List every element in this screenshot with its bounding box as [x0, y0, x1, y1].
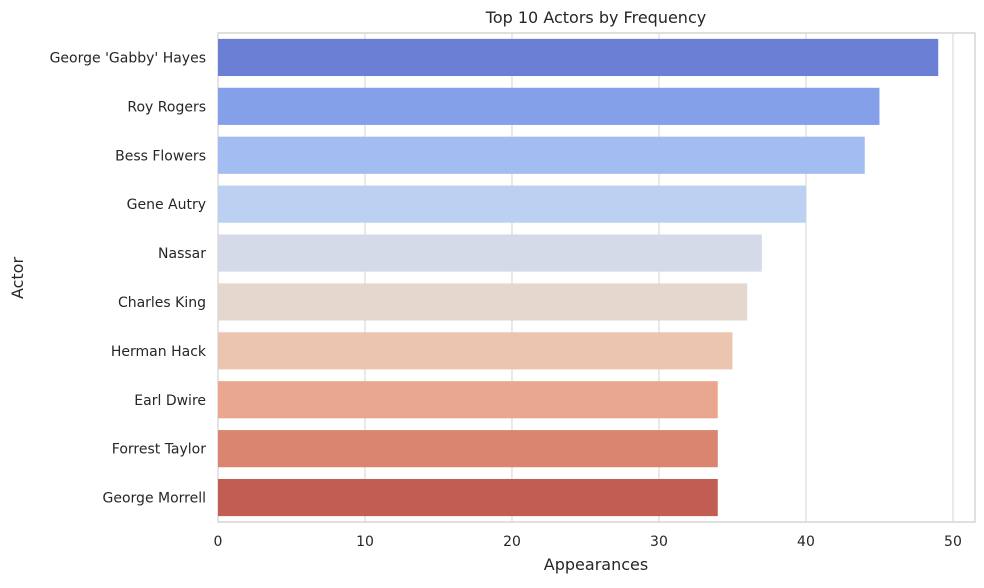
y-axis-title: Actor — [8, 257, 27, 300]
chart-title: Top 10 Actors by Frequency — [485, 8, 706, 27]
y-tick-label: George Morrell — [103, 491, 206, 507]
y-tick-label: Forrest Taylor — [112, 442, 206, 458]
bar-nassar — [218, 234, 762, 272]
y-tick-label: Gene Autry — [127, 197, 206, 213]
x-tick-label: 10 — [356, 534, 374, 550]
x-tick-labels: 0 10 20 30 40 50 — [214, 534, 962, 550]
bar-forrest-taylor — [218, 430, 718, 468]
y-tick-label: Bess Flowers — [115, 148, 206, 164]
bar-roy-rogers — [218, 87, 880, 125]
bar-herman-hack — [218, 332, 733, 370]
x-tick-label: 30 — [650, 534, 668, 550]
y-tick-label: Nassar — [158, 246, 206, 262]
x-tick-label: 20 — [503, 534, 521, 550]
y-tick-label: George 'Gabby' Hayes — [50, 50, 206, 66]
y-tick-label: Earl Dwire — [134, 393, 206, 409]
x-tick-label: 40 — [797, 534, 815, 550]
bar-charles-king — [218, 283, 748, 321]
bar-george-morrell — [218, 478, 718, 517]
bars — [218, 38, 939, 517]
y-tick-label: Charles King — [118, 295, 206, 311]
bar-bess-flowers — [218, 136, 865, 174]
x-tick-label: 0 — [214, 534, 223, 550]
bar-earl-dwire — [218, 381, 718, 419]
bar-george-gabby-hayes — [218, 38, 939, 77]
x-tick-label: 50 — [944, 534, 962, 550]
bar-gene-autry — [218, 185, 806, 223]
x-axis-title: Appearances — [544, 555, 648, 574]
y-tick-label: Herman Hack — [111, 344, 207, 360]
y-tick-labels: George 'Gabby' Hayes Roy Rogers Bess Flowe… — [50, 50, 207, 506]
y-tick-label: Roy Rogers — [127, 99, 206, 115]
